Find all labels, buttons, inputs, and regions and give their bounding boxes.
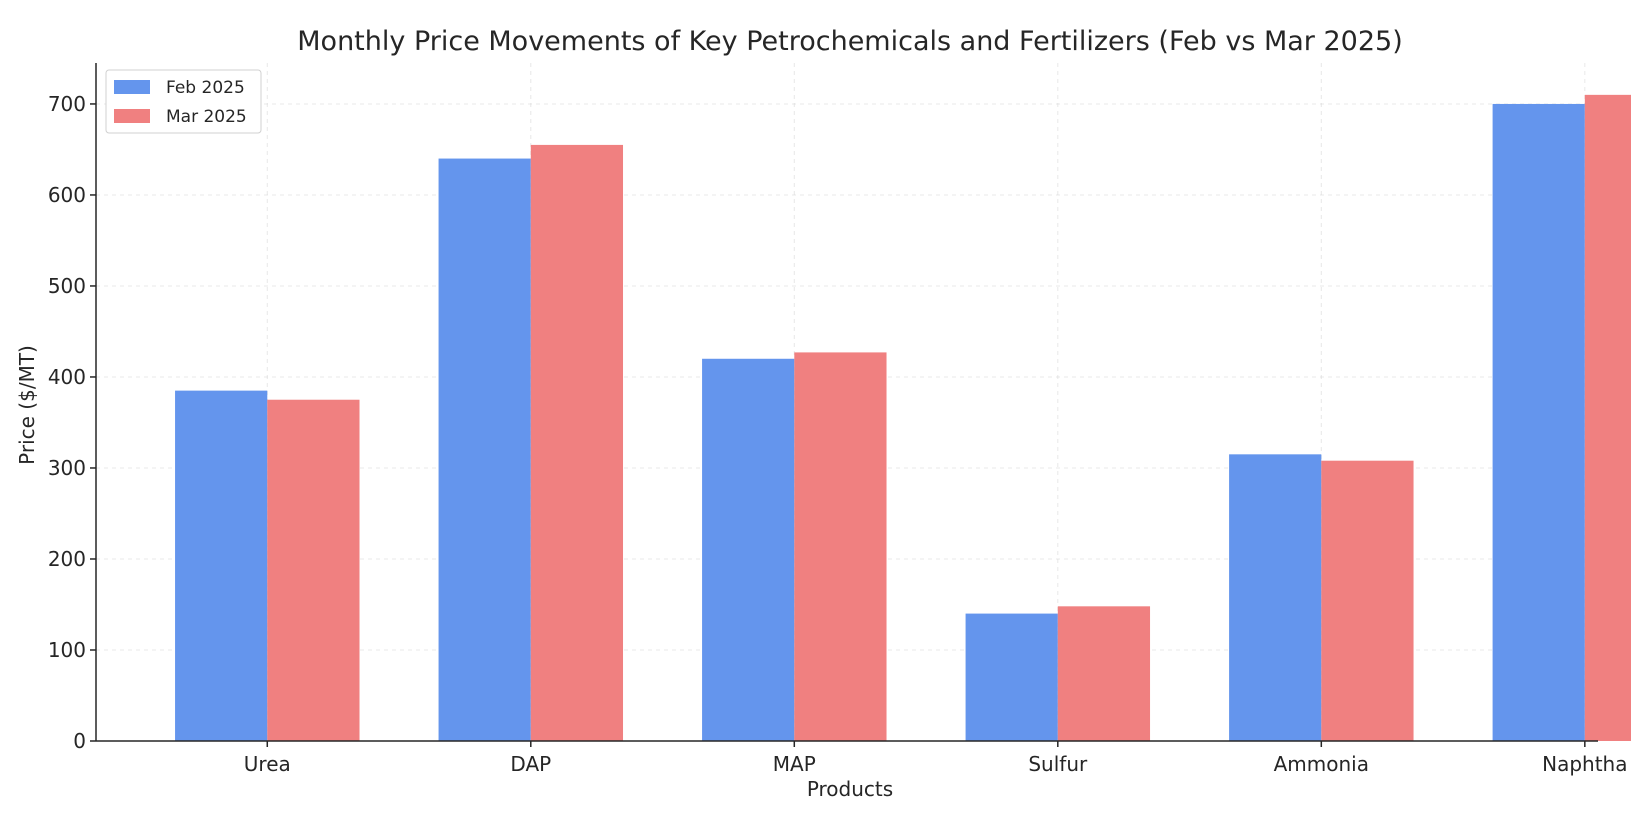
x-tick-label-urea: Urea [244, 752, 291, 776]
chart-title: Monthly Price Movements of Key Petrochem… [297, 26, 1402, 57]
bar-naphtha-mar-2025 [1584, 94, 1631, 741]
bar-ammonia-mar-2025 [1321, 460, 1414, 741]
legend-label-mar: Mar 2025 [166, 107, 247, 127]
bar-naphtha-feb-2025 [1492, 103, 1585, 742]
x-tick-label-naphtha: Naphtha [1542, 752, 1627, 776]
y-tick-label: 400 [48, 365, 86, 389]
x-tick-label-ammonia: Ammonia [1274, 752, 1369, 776]
y-axis-label: Price ($/MT) [15, 345, 39, 465]
y-tick-label: 300 [48, 456, 86, 480]
x-tick-label-dap: DAP [510, 752, 551, 776]
bar-sulfur-mar-2025 [1057, 606, 1151, 741]
x-axis-ticks: Urea DAP MAP Sulfur Ammonia Naphtha [244, 741, 1628, 776]
legend: Feb 2025 Mar 2025 [105, 69, 262, 134]
legend-swatch-feb [114, 80, 150, 94]
bar-map-mar-2025 [794, 352, 887, 741]
bar-dap-feb-2025 [438, 158, 531, 741]
y-axis-ticks: 0 100 200 300 400 500 600 700 [48, 92, 96, 753]
axes [95, 63, 1598, 742]
bars [175, 94, 1631, 742]
y-tick-label: 0 [73, 729, 86, 753]
y-tick-label: 700 [48, 92, 86, 116]
bar-urea-mar-2025 [267, 399, 360, 741]
bar-dap-mar-2025 [530, 144, 624, 742]
bar-ammonia-feb-2025 [1229, 454, 1322, 741]
x-tick-label-map: MAP [773, 752, 816, 776]
y-tick-label: 200 [48, 547, 86, 571]
y-tick-label: 500 [48, 274, 86, 298]
bar-map-feb-2025 [702, 358, 795, 741]
legend-label-feb: Feb 2025 [166, 78, 245, 98]
bar-urea-feb-2025 [175, 390, 268, 741]
y-tick-label: 600 [48, 183, 86, 207]
y-tick-label: 100 [48, 638, 86, 662]
bar-sulfur-feb-2025 [965, 613, 1058, 741]
legend-swatch-mar [114, 109, 150, 123]
x-axis-label: Products [807, 777, 893, 801]
x-tick-label-sulfur: Sulfur [1028, 752, 1088, 776]
